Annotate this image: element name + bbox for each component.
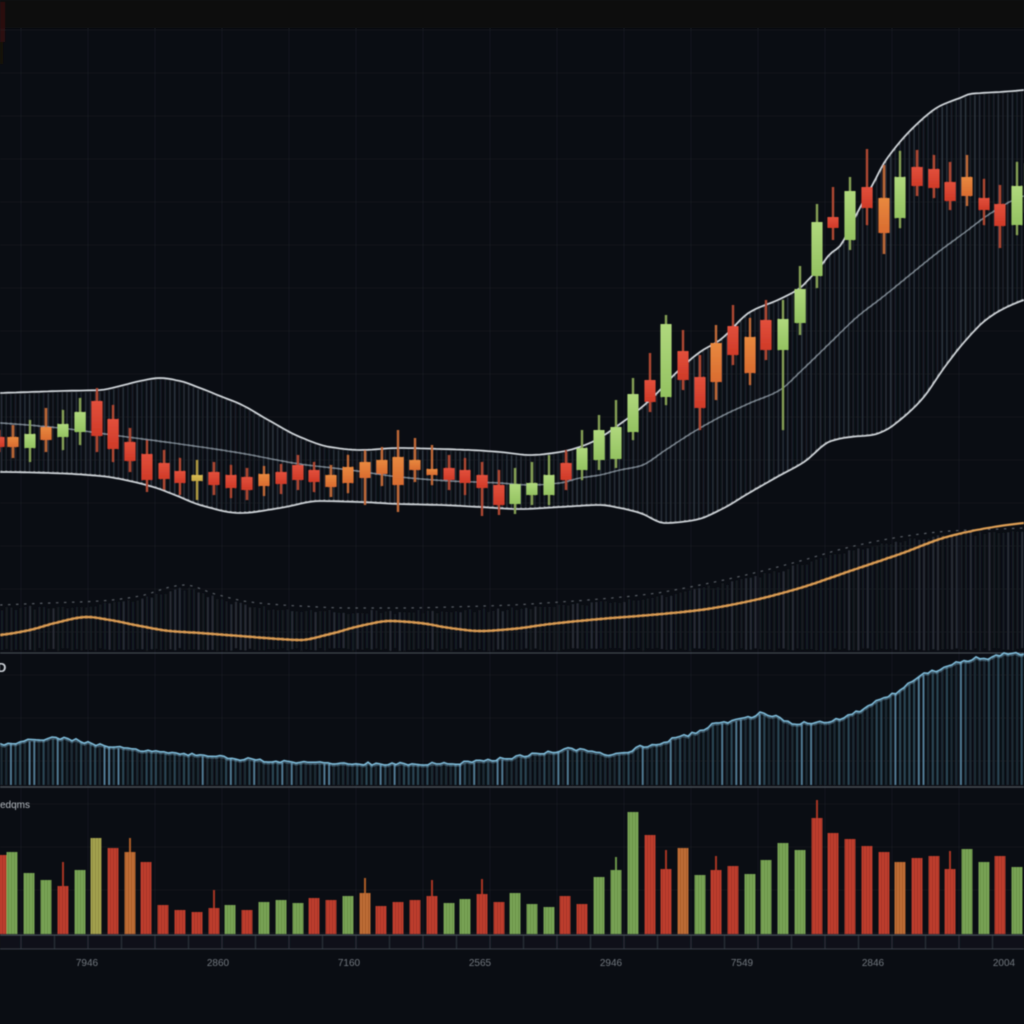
svg-text:2946: 2946 xyxy=(600,958,623,969)
svg-text:edqms: edqms xyxy=(0,800,30,811)
svg-text:7946: 7946 xyxy=(76,958,99,969)
svg-text:D: D xyxy=(0,660,6,675)
svg-text:2860: 2860 xyxy=(207,958,230,969)
svg-text:7549: 7549 xyxy=(731,958,754,969)
svg-text:2565: 2565 xyxy=(469,958,492,969)
svg-text:7160: 7160 xyxy=(338,958,361,969)
svg-text:2846: 2846 xyxy=(862,958,885,969)
svg-text:2004: 2004 xyxy=(993,958,1016,969)
